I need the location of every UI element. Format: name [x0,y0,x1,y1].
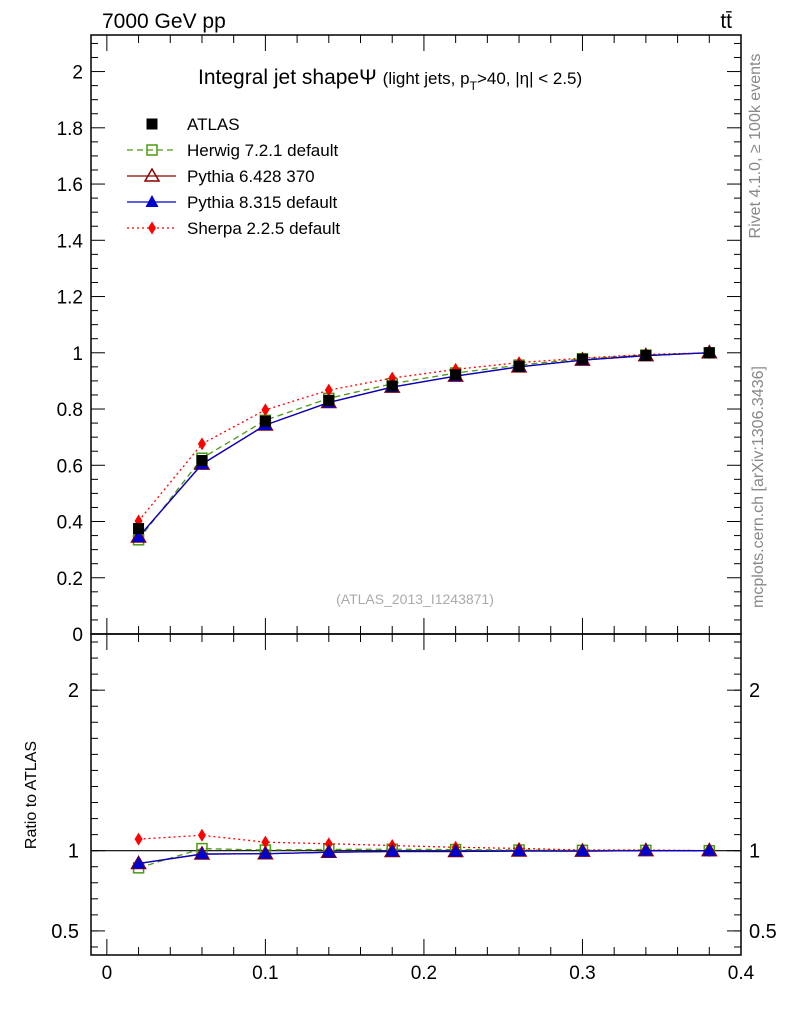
point-atlas [133,523,145,535]
y-tick-label: 1.4 [57,231,84,252]
legend-label-pythia-8-315-default: Pythia 8.315 default [187,193,338,212]
ratio-point-pythia-8-315-default [449,844,463,857]
point-sherpa-2-2-5-default [261,403,270,417]
y-tick-label: 2 [72,63,83,84]
rivet-label: Rivet 4.1.0, ≥ 100k events [747,54,764,239]
ratio-frame [90,633,742,956]
mcplots-label: mcplots.cern.ch [arXiv:1306.3436] [750,366,767,608]
x-tick-label: 0.2 [411,963,437,984]
series-line-herwig-7-2-1-default [138,352,710,541]
legend-label-sherpa-2-2-5-default: Sherpa 2.2.5 default [187,219,340,238]
point-atlas [450,369,462,381]
legend-marker-sherpa-2-2-5-default [148,221,156,235]
point-sherpa-2-2-5-default [324,383,333,397]
y-tick-label: 0 [72,625,83,646]
point-pythia-8-315-default [132,529,146,542]
ratio-point-pythia-8-315-default [702,843,716,856]
series-line-pythia-8-315-default [138,352,710,538]
ratio-point-pythia-8-315-default [639,843,653,856]
y-tick-label: 0.2 [57,569,83,590]
chart-title: Integral jet shapeΨ (light jets, pT>40, |… [198,66,582,93]
x-tick-label: 0 [102,963,113,984]
ratio-point-pythia-8-315-default [512,843,526,856]
legend-label-herwig-7-2-1-default: Herwig 7.2.1 default [187,141,338,160]
y-tick-label: 1 [72,344,83,365]
legend-label-atlas: ATLAS [187,115,240,134]
ratio-point-pythia-8-315-default [322,845,336,858]
y-tick-label: 1.6 [57,175,83,196]
ratio-panel: Ratio to ATLAS 0 0.1 0.2 0.3 0.4 0.5 0.5 1 1 2 2 [23,633,777,984]
chart-title-main: Integral jet shapeΨ [198,66,377,89]
ratio-y-tick-label-right: 0.5 [749,921,777,943]
point-atlas [386,380,398,392]
ratio-line-pythia-6-428-370 [138,850,710,865]
legend-label-pythia-6-428-370: Pythia 6.428 370 [187,167,315,186]
chart-title-sub-T: T [470,79,478,93]
ratio-y-tick-label-right: 1 [749,841,760,863]
energy-label: 7000 GeV pp [102,10,226,33]
ratio-point-sherpa-2-2-5-default [134,832,143,846]
point-atlas [640,350,652,362]
main-panel: Integral jet shapeΨ (light jets, pT>40, |… [57,34,742,646]
ratio-line-sherpa-2-2-5-default [138,834,710,852]
legend-marker-herwig-7-2-1-default [146,144,158,156]
y-tick-label: 0.6 [57,456,83,477]
ratio-y-tick-label: 2 [68,680,79,702]
process-label: tt̄ [720,10,732,33]
chart-title-sub-rest: >40, |η| < 2.5) [477,69,582,88]
ratio-point-sherpa-2-2-5-default [197,828,206,842]
ratio-y-tick-label-right: 2 [749,680,760,702]
chart-title-sub: (light jets, p [383,69,470,88]
ratio-point-pythia-8-315-default [132,856,146,869]
y-tick-label: 1.2 [57,288,83,309]
point-atlas [259,415,271,427]
point-atlas [513,360,525,372]
point-atlas [196,454,208,466]
ratio-y-tick-label: 1 [68,841,79,863]
ratio-point-pythia-8-315-default [195,847,209,860]
x-tick-label: 0.3 [569,963,595,984]
series-line-pythia-6-428-370 [138,352,710,538]
ratio-point-pythia-8-315-default [575,844,589,857]
analysis-id: (ATLAS_2013_I1243871) [336,591,494,607]
point-sherpa-2-2-5-default [197,437,206,451]
y-tick-label: 1.8 [57,119,83,140]
ratio-line-pythia-8-315-default [138,850,710,865]
ratio-point-sherpa-2-2-5-default [261,835,270,849]
point-atlas [576,353,588,365]
legend-marker-pythia-6-428-370 [143,167,161,182]
legend: ATLAS Herwig 7.2.1 default Pythia 6.428 37… [127,115,340,238]
ratio-y-tick-label: 0.5 [51,921,79,943]
ratio-point-sherpa-2-2-5-default [324,837,333,851]
ratio-point-pythia-8-315-default [385,844,399,857]
y-tick-label: 0.4 [57,513,84,534]
ratio-ylabel: Ratio to ATLAS [23,741,40,849]
x-tick-label: 0.4 [728,963,755,984]
series-line-sherpa-2-2-5-default [138,352,710,522]
y-tick-label: 0.8 [57,400,83,421]
point-atlas [323,394,335,406]
legend-marker-atlas [146,118,158,130]
point-atlas [703,347,715,359]
x-tick-label: 0.1 [252,963,278,984]
ratio-point-pythia-8-315-default [258,846,272,859]
legend-marker-pythia-8-315-default [145,195,159,207]
